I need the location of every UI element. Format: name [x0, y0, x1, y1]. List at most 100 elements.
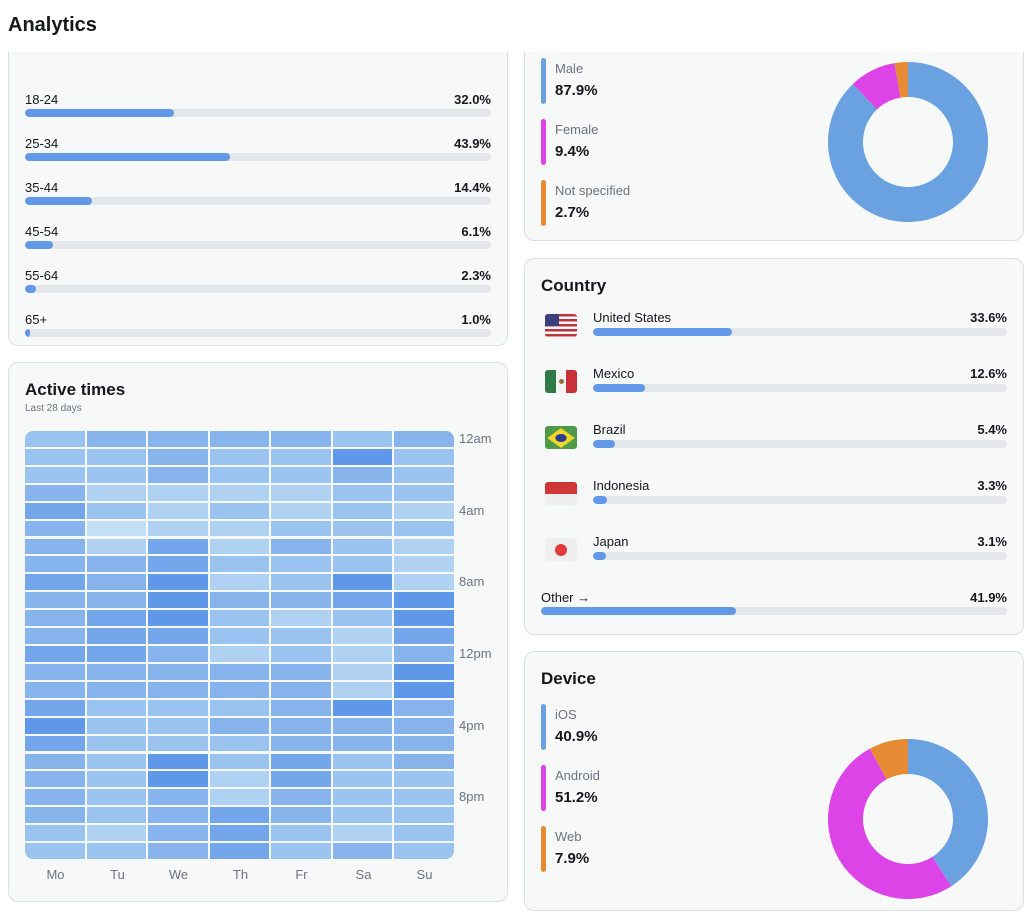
heatmap-cell[interactable]	[148, 502, 208, 519]
country-row[interactable]: Brazil 5.4%	[541, 422, 1007, 462]
heatmap-cell[interactable]	[209, 717, 270, 734]
heatmap-cell[interactable]	[25, 807, 85, 824]
heatmap-cell[interactable]	[148, 556, 208, 573]
heatmap-cell[interactable]	[209, 538, 270, 555]
heatmap-cell[interactable]	[332, 735, 393, 752]
heatmap-cell[interactable]	[25, 646, 85, 662]
heatmap-cell[interactable]	[394, 699, 454, 716]
heatmap-cell[interactable]	[271, 556, 331, 573]
heatmap-cell[interactable]	[394, 843, 454, 859]
heatmap-cell[interactable]	[332, 807, 393, 824]
heatmap-cell[interactable]	[209, 574, 270, 591]
heatmap-cell[interactable]	[394, 825, 454, 842]
heatmap-cell[interactable]	[271, 628, 331, 644]
other-link[interactable]: Other →	[541, 590, 591, 605]
heatmap-cell[interactable]	[86, 484, 147, 501]
heatmap-cell[interactable]	[271, 502, 331, 519]
heatmap-cell[interactable]	[25, 466, 85, 483]
heatmap-cell[interactable]	[86, 592, 147, 609]
heatmap-cell[interactable]	[148, 789, 208, 806]
donut-slice-female[interactable]	[852, 63, 901, 110]
heatmap-cell[interactable]	[394, 610, 454, 627]
heatmap-cell[interactable]	[148, 681, 208, 698]
heatmap-cell[interactable]	[86, 610, 147, 627]
heatmap-cell[interactable]	[332, 448, 393, 465]
heatmap-cell[interactable]	[86, 825, 147, 842]
heatmap-cell[interactable]	[148, 735, 208, 752]
heatmap-cell[interactable]	[394, 556, 454, 573]
heatmap-cell[interactable]	[148, 663, 208, 680]
heatmap-cell[interactable]	[86, 843, 147, 859]
country-row[interactable]: United States 33.6%	[541, 310, 1007, 350]
heatmap-cell[interactable]	[86, 538, 147, 555]
heatmap-cell[interactable]	[332, 592, 393, 609]
heatmap-cell[interactable]	[332, 628, 393, 644]
heatmap-cell[interactable]	[271, 753, 331, 770]
heatmap-cell[interactable]	[271, 592, 331, 609]
heatmap-cell[interactable]	[86, 502, 147, 519]
heatmap-cell[interactable]	[148, 484, 208, 501]
heatmap-cell[interactable]	[394, 466, 454, 483]
heatmap-cell[interactable]	[394, 663, 454, 680]
heatmap-cell[interactable]	[271, 448, 331, 465]
heatmap-cell[interactable]	[148, 448, 208, 465]
donut-slice-android[interactable]	[828, 748, 952, 899]
heatmap-cell[interactable]	[209, 431, 270, 447]
donut-slice-web[interactable]	[869, 739, 908, 780]
heatmap-cell[interactable]	[86, 771, 147, 788]
heatmap-cell[interactable]	[25, 735, 85, 752]
heatmap-cell[interactable]	[332, 466, 393, 483]
heatmap-cell[interactable]	[25, 502, 85, 519]
heatmap-cell[interactable]	[86, 628, 147, 644]
heatmap-cell[interactable]	[394, 574, 454, 591]
heatmap-cell[interactable]	[271, 771, 331, 788]
heatmap-cell[interactable]	[209, 681, 270, 698]
heatmap-cell[interactable]	[209, 789, 270, 806]
heatmap-cell[interactable]	[25, 448, 85, 465]
heatmap-cell[interactable]	[271, 538, 331, 555]
heatmap-cell[interactable]	[209, 592, 270, 609]
heatmap-cell[interactable]	[394, 771, 454, 788]
heatmap-cell[interactable]	[86, 663, 147, 680]
country-row[interactable]: Indonesia 3.3%	[541, 478, 1007, 518]
heatmap-cell[interactable]	[148, 610, 208, 627]
heatmap-cell[interactable]	[25, 699, 85, 716]
heatmap-cell[interactable]	[394, 502, 454, 519]
heatmap-cell[interactable]	[332, 717, 393, 734]
heatmap-cell[interactable]	[332, 556, 393, 573]
heatmap-cell[interactable]	[209, 466, 270, 483]
heatmap-cell[interactable]	[332, 646, 393, 662]
heatmap-cell[interactable]	[332, 789, 393, 806]
heatmap-cell[interactable]	[394, 520, 454, 537]
heatmap-cell[interactable]	[394, 735, 454, 752]
heatmap-cell[interactable]	[394, 592, 454, 609]
heatmap-cell[interactable]	[332, 484, 393, 501]
heatmap-cell[interactable]	[271, 610, 331, 627]
donut-slice-male[interactable]	[828, 62, 988, 222]
heatmap-cell[interactable]	[394, 681, 454, 698]
heatmap-cell[interactable]	[148, 646, 208, 662]
heatmap-cell[interactable]	[332, 681, 393, 698]
heatmap-cell[interactable]	[86, 807, 147, 824]
heatmap-cell[interactable]	[332, 753, 393, 770]
heatmap-cell[interactable]	[332, 610, 393, 627]
heatmap-cell[interactable]	[86, 699, 147, 716]
heatmap-cell[interactable]	[332, 574, 393, 591]
heatmap-cell[interactable]	[86, 735, 147, 752]
heatmap-cell[interactable]	[86, 431, 147, 447]
heatmap-cell[interactable]	[25, 753, 85, 770]
heatmap-cell[interactable]	[271, 520, 331, 537]
heatmap-cell[interactable]	[148, 843, 208, 859]
heatmap-cell[interactable]	[271, 431, 331, 447]
heatmap-cell[interactable]	[271, 646, 331, 662]
heatmap-cell[interactable]	[394, 789, 454, 806]
heatmap-cell[interactable]	[209, 556, 270, 573]
heatmap-cell[interactable]	[86, 681, 147, 698]
heatmap-cell[interactable]	[25, 431, 85, 447]
heatmap-cell[interactable]	[148, 771, 208, 788]
heatmap-cell[interactable]	[209, 699, 270, 716]
heatmap-cell[interactable]	[25, 681, 85, 698]
heatmap-cell[interactable]	[86, 466, 147, 483]
heatmap-cell[interactable]	[209, 610, 270, 627]
heatmap-cell[interactable]	[25, 592, 85, 609]
